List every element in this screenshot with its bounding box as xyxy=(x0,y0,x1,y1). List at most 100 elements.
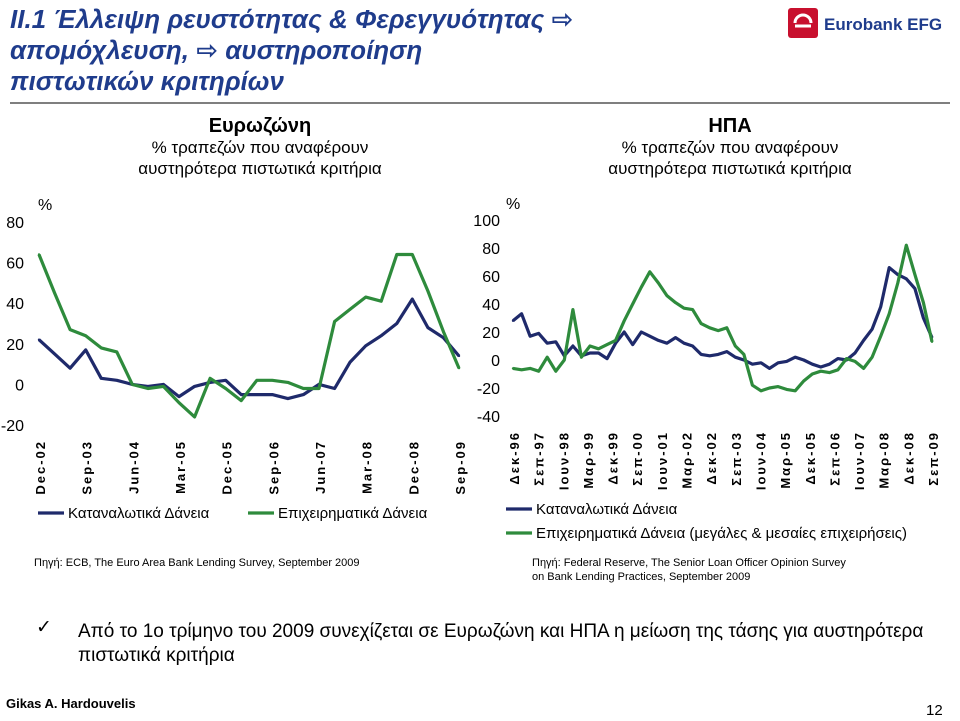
euro-chart-heading: Ευρωζώνη % τραπεζών που αναφέρουν αυστηρ… xyxy=(40,116,480,179)
data-point xyxy=(53,352,56,356)
data-point xyxy=(520,368,523,371)
legend-label: Επιχειρηματικά Δάνεια xyxy=(278,505,428,522)
x-tick-label: Dec-08 xyxy=(406,440,421,495)
data-point xyxy=(193,385,196,388)
x-tick-label: Sep-09 xyxy=(453,440,468,495)
us-chart: 100 80 60 40 20 0 -20 -40% Δεκ-96 Σεπ-97 Ιουν-98 Μα… xyxy=(473,196,941,542)
data-point xyxy=(708,326,711,329)
x-tick-label: Μαρ-99 xyxy=(581,431,596,489)
data-point xyxy=(699,353,703,356)
y-tick-label: 0 xyxy=(15,377,24,394)
data-point xyxy=(819,370,823,373)
data-point xyxy=(640,330,643,334)
data-point xyxy=(348,308,352,311)
y-tick-label: -20 xyxy=(477,381,500,398)
data-point xyxy=(537,370,540,373)
y-tick-label: 80 xyxy=(482,241,500,258)
x-tick-label: Δεκ-05 xyxy=(803,431,818,485)
data-point xyxy=(528,335,532,338)
data-point xyxy=(896,281,899,285)
data-point xyxy=(286,397,290,400)
data-point xyxy=(879,335,882,338)
data-point xyxy=(395,322,398,325)
y-tick-label: 20 xyxy=(6,337,24,354)
data-point xyxy=(785,388,788,391)
data-point xyxy=(674,336,677,339)
data-point xyxy=(674,301,677,304)
data-point xyxy=(177,395,181,398)
data-point xyxy=(511,319,515,322)
data-point xyxy=(691,344,694,348)
data-point xyxy=(411,253,414,256)
data-point xyxy=(271,379,274,382)
y-tick-label: -40 xyxy=(477,409,500,426)
data-point xyxy=(905,277,908,280)
data-point xyxy=(802,358,805,362)
data-point xyxy=(828,363,831,366)
data-point xyxy=(913,287,917,290)
data-point xyxy=(571,308,575,311)
y-axis-unit: % xyxy=(38,197,52,214)
x-tick-label: Sep-06 xyxy=(266,440,281,495)
data-point xyxy=(657,339,660,342)
data-point xyxy=(580,356,583,359)
x-tick-label: Sep-03 xyxy=(80,440,95,495)
x-tick-label: Δεκ-02 xyxy=(704,431,719,485)
data-point xyxy=(862,367,865,370)
x-tick-label: Dec-02 xyxy=(33,440,48,495)
data-point xyxy=(853,351,857,355)
y-tick-label: 60 xyxy=(6,256,24,273)
euro-source: Πηγή: ECB, The Euro Area Bank Lending Su… xyxy=(34,557,360,569)
data-point xyxy=(717,329,720,332)
x-tick-label: Μαρ-05 xyxy=(778,431,793,489)
eurobank-logo: Eurobank EFG xyxy=(788,8,942,38)
data-point xyxy=(546,356,549,359)
data-point xyxy=(286,381,290,384)
data-point xyxy=(665,294,669,297)
data-point xyxy=(442,330,445,333)
data-point xyxy=(520,312,523,315)
x-tick-label: Ιουν-04 xyxy=(753,431,768,490)
data-point xyxy=(648,270,652,273)
data-point xyxy=(100,377,103,380)
page-number: 12 xyxy=(926,702,943,719)
euro-chart-title: Ευρωζώνη xyxy=(208,115,312,137)
data-point xyxy=(785,360,788,363)
data-point xyxy=(759,389,763,392)
x-tick-label: Σεπ-00 xyxy=(630,431,645,486)
data-point xyxy=(734,356,737,359)
data-point xyxy=(776,385,780,388)
data-point xyxy=(255,393,258,396)
data-point xyxy=(271,393,274,396)
data-point xyxy=(631,302,634,306)
data-point xyxy=(768,367,771,370)
x-tick-label: Jun-07 xyxy=(313,440,328,494)
y-tick-label: 0 xyxy=(491,353,500,370)
data-point xyxy=(457,354,461,358)
data-point xyxy=(380,299,383,303)
x-tick-label: Σεπ-03 xyxy=(729,431,744,486)
data-point xyxy=(888,266,891,269)
series-line-consumer xyxy=(37,297,461,401)
y-tick-label: 60 xyxy=(482,269,500,286)
data-point xyxy=(811,372,814,376)
data-point xyxy=(411,297,414,301)
data-point xyxy=(802,379,805,383)
x-tick-label: Jun-04 xyxy=(126,440,141,494)
us-source: Πηγή: Federal Reserve, The Senior Loan O… xyxy=(532,557,846,583)
euro-chart: 80 60 40 20 0 -20% Dec-02 Sep-03 Jun-04 Mar-05 Dec… xyxy=(1,197,468,522)
data-point xyxy=(588,344,592,348)
data-point xyxy=(879,305,882,308)
series-line-business xyxy=(512,243,934,393)
data-point xyxy=(913,273,917,276)
x-tick-label: Δεκ-99 xyxy=(606,431,621,485)
data-point xyxy=(302,387,305,390)
data-point xyxy=(725,326,728,329)
data-point xyxy=(528,367,532,370)
data-point xyxy=(68,328,72,331)
data-point xyxy=(395,253,398,256)
data-point xyxy=(177,401,181,404)
data-point xyxy=(819,365,823,369)
slide-title: ΙΙ.1 Έλλειψη ρευστότητας & Φερεγγυότητας… xyxy=(10,4,574,96)
data-point xyxy=(640,286,643,289)
